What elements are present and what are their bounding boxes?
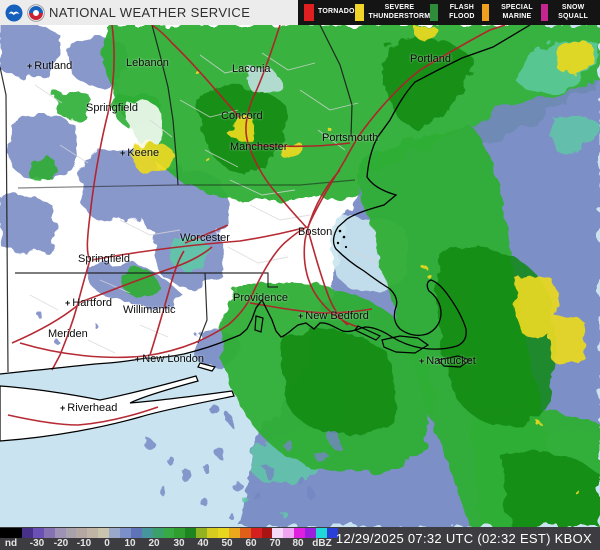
warning-swatch-icon <box>354 4 365 21</box>
radar-canvas <box>0 25 600 527</box>
warning-snow-squall: SNOW SQUALL <box>540 4 594 21</box>
scale-bar: nd -30 -20 -10 0 10 20 30 40 50 60 70 80 dBZ 12/29/20… <box>0 527 600 550</box>
dbz-ticks: nd -30 -20 -10 0 10 20 30 40 50 60 70 80 dBZ <box>4 538 332 549</box>
warning-flash-flood: FLASH FLOOD <box>430 4 481 21</box>
warning-legend: TORNADO SEVERE THUNDERSTORM FLASH FLOOD SPE… <box>298 0 600 25</box>
warning-tornado: TORNADO <box>304 4 355 21</box>
precipitation-layer <box>0 25 600 527</box>
warning-swatch-icon <box>304 4 314 21</box>
highways <box>7 25 506 426</box>
harbor-islands <box>336 229 348 249</box>
noaa-logo-icon <box>5 4 23 21</box>
warning-swatch-icon <box>540 4 549 21</box>
warning-special-marine: SPECIAL MARINE <box>481 4 541 21</box>
warning-severe-thunderstorm: SEVERE THUNDERSTORM <box>354 4 431 21</box>
state-borders <box>0 25 356 373</box>
page-title: NATIONAL WEATHER SERVICE <box>49 5 251 20</box>
radar-map: + Rutland Lebanon Springfield Laconia Concord… <box>0 25 600 527</box>
brand-area: NATIONAL WEATHER SERVICE <box>0 0 298 25</box>
dbz-ramp <box>0 528 338 538</box>
timestamp: 12/29/2025 07:32 UTC (02:32 EST) KBOX <box>335 531 592 546</box>
nws-logo-icon <box>27 3 45 22</box>
header-bar: NATIONAL WEATHER SERVICE TORNADO SEVERE T… <box>0 0 600 25</box>
warning-swatch-icon <box>481 4 490 21</box>
warning-swatch-icon <box>430 4 439 21</box>
